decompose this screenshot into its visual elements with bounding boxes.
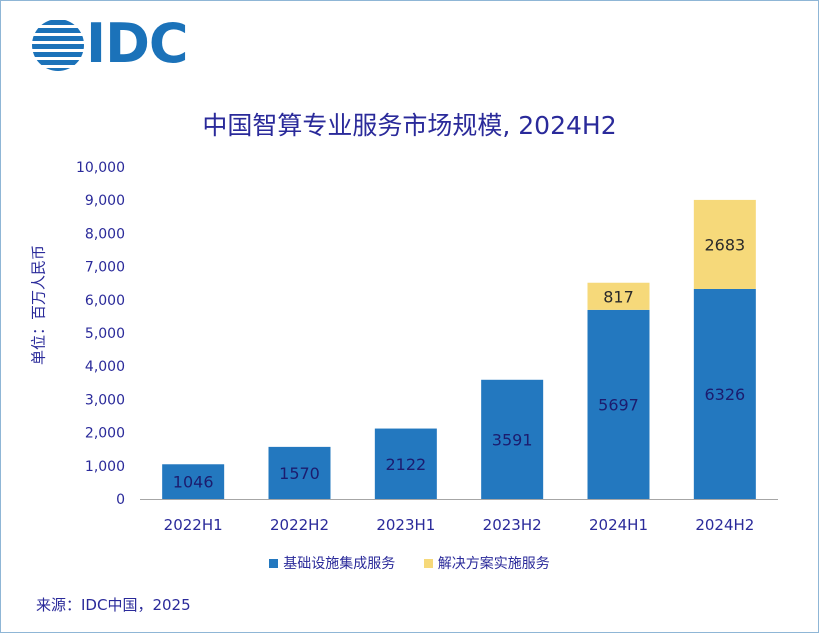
legend-swatch-base	[269, 558, 279, 568]
bar-base	[162, 464, 225, 499]
y-tick-label: 8,000	[85, 226, 125, 242]
legend: 基础设施集成服务 解决方案实施服务	[0, 553, 819, 573]
legend-label-base: 基础设施集成服务	[283, 556, 396, 572]
globe-icon	[32, 20, 84, 71]
x-tick-label: 2023H2	[483, 516, 542, 534]
legend-item-solution: 解决方案实施服务	[423, 553, 550, 573]
bar-base	[587, 309, 650, 499]
legend-label-solution: 解决方案实施服务	[437, 556, 550, 572]
bar-base	[374, 428, 437, 499]
y-tick-label: 10,000	[76, 160, 125, 176]
data-label: 1570	[279, 464, 320, 483]
bar-solution	[693, 199, 756, 289]
y-tick-label: 4,000	[85, 359, 125, 375]
logo-text: IDC	[86, 12, 189, 75]
y-tick-label: 3,000	[85, 392, 125, 408]
y-tick-label: 5,000	[85, 326, 125, 342]
data-label: 2122	[385, 455, 426, 474]
x-tick-label: 2024H2	[695, 516, 754, 534]
data-label: 817	[603, 287, 634, 306]
y-tick-label: 6,000	[85, 293, 125, 309]
source-note: 来源：IDC中国，2025	[36, 596, 191, 614]
bar-base	[693, 288, 756, 499]
x-tick-label: 2023H1	[376, 516, 435, 534]
y-tick-label: 2,000	[85, 426, 125, 442]
data-label: 6326	[704, 385, 745, 404]
x-tick-label: 2022H2	[270, 516, 329, 534]
data-label: 3591	[492, 430, 533, 449]
x-tick-label: 2024H1	[589, 516, 648, 534]
legend-item-base: 基础设施集成服务	[269, 553, 395, 573]
bar-solution	[587, 282, 650, 310]
x-tick-label: 2022H1	[164, 516, 223, 534]
y-tick-label: 9,000	[85, 193, 125, 209]
data-label: 1046	[173, 473, 214, 492]
chart-title: 中国智算专业服务市场规模, 2024H2	[202, 111, 617, 140]
bar-base	[481, 379, 544, 499]
y-tick-label: 0	[116, 492, 125, 508]
data-label: 5697	[598, 395, 639, 414]
bar-base	[268, 446, 331, 499]
y-tick-label: 7,000	[85, 260, 125, 276]
y-tick-label: 1,000	[85, 459, 125, 475]
data-label: 2683	[704, 235, 745, 254]
legend-swatch-solution	[423, 558, 433, 568]
